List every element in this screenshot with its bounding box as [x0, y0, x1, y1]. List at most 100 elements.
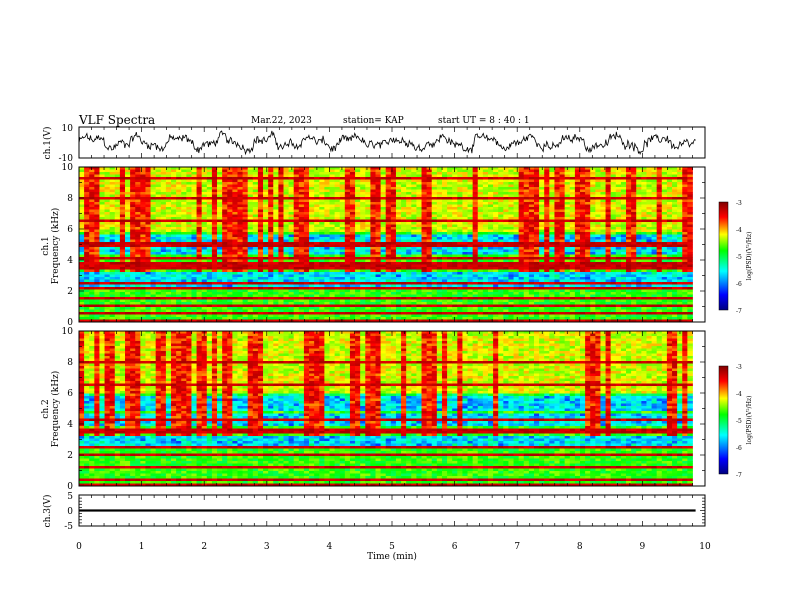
spectrogram-cell [462, 194, 468, 198]
spectrogram-cell [171, 259, 177, 263]
spectrogram-cell [355, 167, 361, 170]
spectrogram-cell [447, 299, 453, 303]
spectrogram-cell [114, 264, 121, 268]
spectrogram-cell [84, 294, 90, 298]
spectrogram-cell [247, 304, 254, 308]
spectrogram-cell [160, 202, 167, 205]
spectrogram-cell [477, 179, 484, 183]
spectrogram-cell [421, 304, 428, 308]
spectrogram-cell [339, 264, 346, 268]
spectrogram-cell [237, 292, 243, 295]
spectrogram-cell [293, 232, 300, 235]
spectrogram-cell [104, 169, 111, 173]
spectrogram-cell [288, 249, 295, 253]
spectrogram-cell [273, 312, 279, 315]
spectrogram-cell [89, 177, 95, 180]
spectrogram-cell [114, 202, 121, 205]
spectrogram-cell [401, 294, 407, 298]
spectrogram-cell [196, 239, 203, 243]
spectrogram-cell [140, 282, 146, 285]
spectrogram-cell [283, 254, 289, 258]
spectrogram-cell [99, 254, 105, 258]
spectrogram-cell [477, 297, 484, 300]
spectrogram-cell [472, 302, 479, 305]
spectrogram-cell [140, 219, 146, 223]
spectrogram-cell [257, 239, 264, 243]
spectrogram-cell [344, 302, 351, 305]
spectrogram-cell [252, 264, 259, 268]
spectrogram-cell [298, 257, 305, 260]
spectrogram-cell [84, 177, 90, 180]
spectrogram-cell [441, 217, 448, 220]
spectrogram-cell [426, 287, 433, 290]
spectrogram-cell [150, 214, 157, 218]
spectrogram-cell [278, 292, 284, 295]
spectrogram-cell [447, 184, 453, 188]
spectrogram-cell [84, 182, 90, 185]
spectrogram-cell [436, 264, 443, 268]
spectrogram-cell [452, 187, 458, 190]
spectrogram-cell [160, 274, 167, 278]
spectrogram-cell [441, 304, 448, 308]
spectrogram-cell [257, 209, 264, 213]
spectrogram-cell [375, 232, 382, 235]
spectrogram-cell [155, 177, 162, 180]
spectrogram-cell [467, 214, 474, 218]
spectrogram-cell [426, 299, 433, 303]
spectrogram-cell [467, 192, 474, 195]
spectrogram-cell [441, 174, 448, 178]
spectrogram-cell [176, 312, 182, 315]
spectrogram-cell [140, 242, 146, 245]
spectrogram-cell [349, 229, 356, 233]
spectrogram-cell [441, 232, 448, 235]
spectrogram-cell [273, 267, 279, 270]
spectrogram-cell [222, 274, 228, 278]
spectrogram-cell [145, 264, 151, 268]
spectrogram-cell [462, 259, 468, 263]
spectrogram-cell [263, 202, 269, 205]
spectrogram-cell [135, 224, 141, 228]
spectrogram-cell [431, 289, 438, 293]
spectrogram-cell [150, 217, 157, 220]
spectrogram-cell [309, 209, 315, 213]
spectrogram-cell [211, 267, 218, 270]
spectrogram-cell [293, 169, 300, 173]
spectrogram-cell [227, 302, 233, 305]
spectrogram-cell [467, 229, 474, 233]
spectrogram-cell [242, 247, 249, 250]
spectrogram-cell [89, 232, 95, 235]
spectrogram-cell [395, 219, 402, 223]
spectrogram-cell [349, 319, 356, 323]
spectrogram-cell [94, 294, 100, 298]
spectrogram-cell [176, 299, 182, 303]
spectrogram-cell [247, 277, 254, 280]
spectrogram-cell [482, 302, 489, 305]
spectrogram-cell [309, 312, 315, 315]
spectrogram-cell [211, 197, 218, 200]
spectrogram-cell [344, 214, 351, 218]
spectrogram-cell [395, 224, 402, 228]
spectrogram-cell [94, 272, 100, 275]
spectrogram-cell [155, 217, 162, 220]
spectrogram-cell [242, 204, 249, 208]
spectrogram-cell [329, 199, 336, 203]
spectrogram-cell [303, 234, 310, 238]
spectrogram-cell [165, 184, 172, 188]
spectrogram-cell [329, 179, 336, 183]
spectrogram-cell [467, 294, 474, 298]
spectrogram-cell [109, 182, 116, 185]
spectrogram-cell [360, 217, 366, 220]
spectrogram-cell [160, 179, 167, 183]
spectrogram-cell [298, 244, 305, 248]
spectrogram-cell [130, 189, 136, 193]
spectrogram-cell [252, 204, 259, 208]
spectrogram-cell [268, 192, 274, 195]
spectrogram-cell [263, 237, 269, 240]
spectrogram-cell [411, 269, 417, 273]
spectrogram-cell [211, 187, 218, 190]
spectrogram-cell [303, 232, 310, 235]
spectrogram-cell [206, 189, 213, 193]
spectrogram-cell [201, 232, 208, 235]
spectrogram-cell [125, 204, 131, 208]
spectrogram-cell [211, 247, 218, 250]
